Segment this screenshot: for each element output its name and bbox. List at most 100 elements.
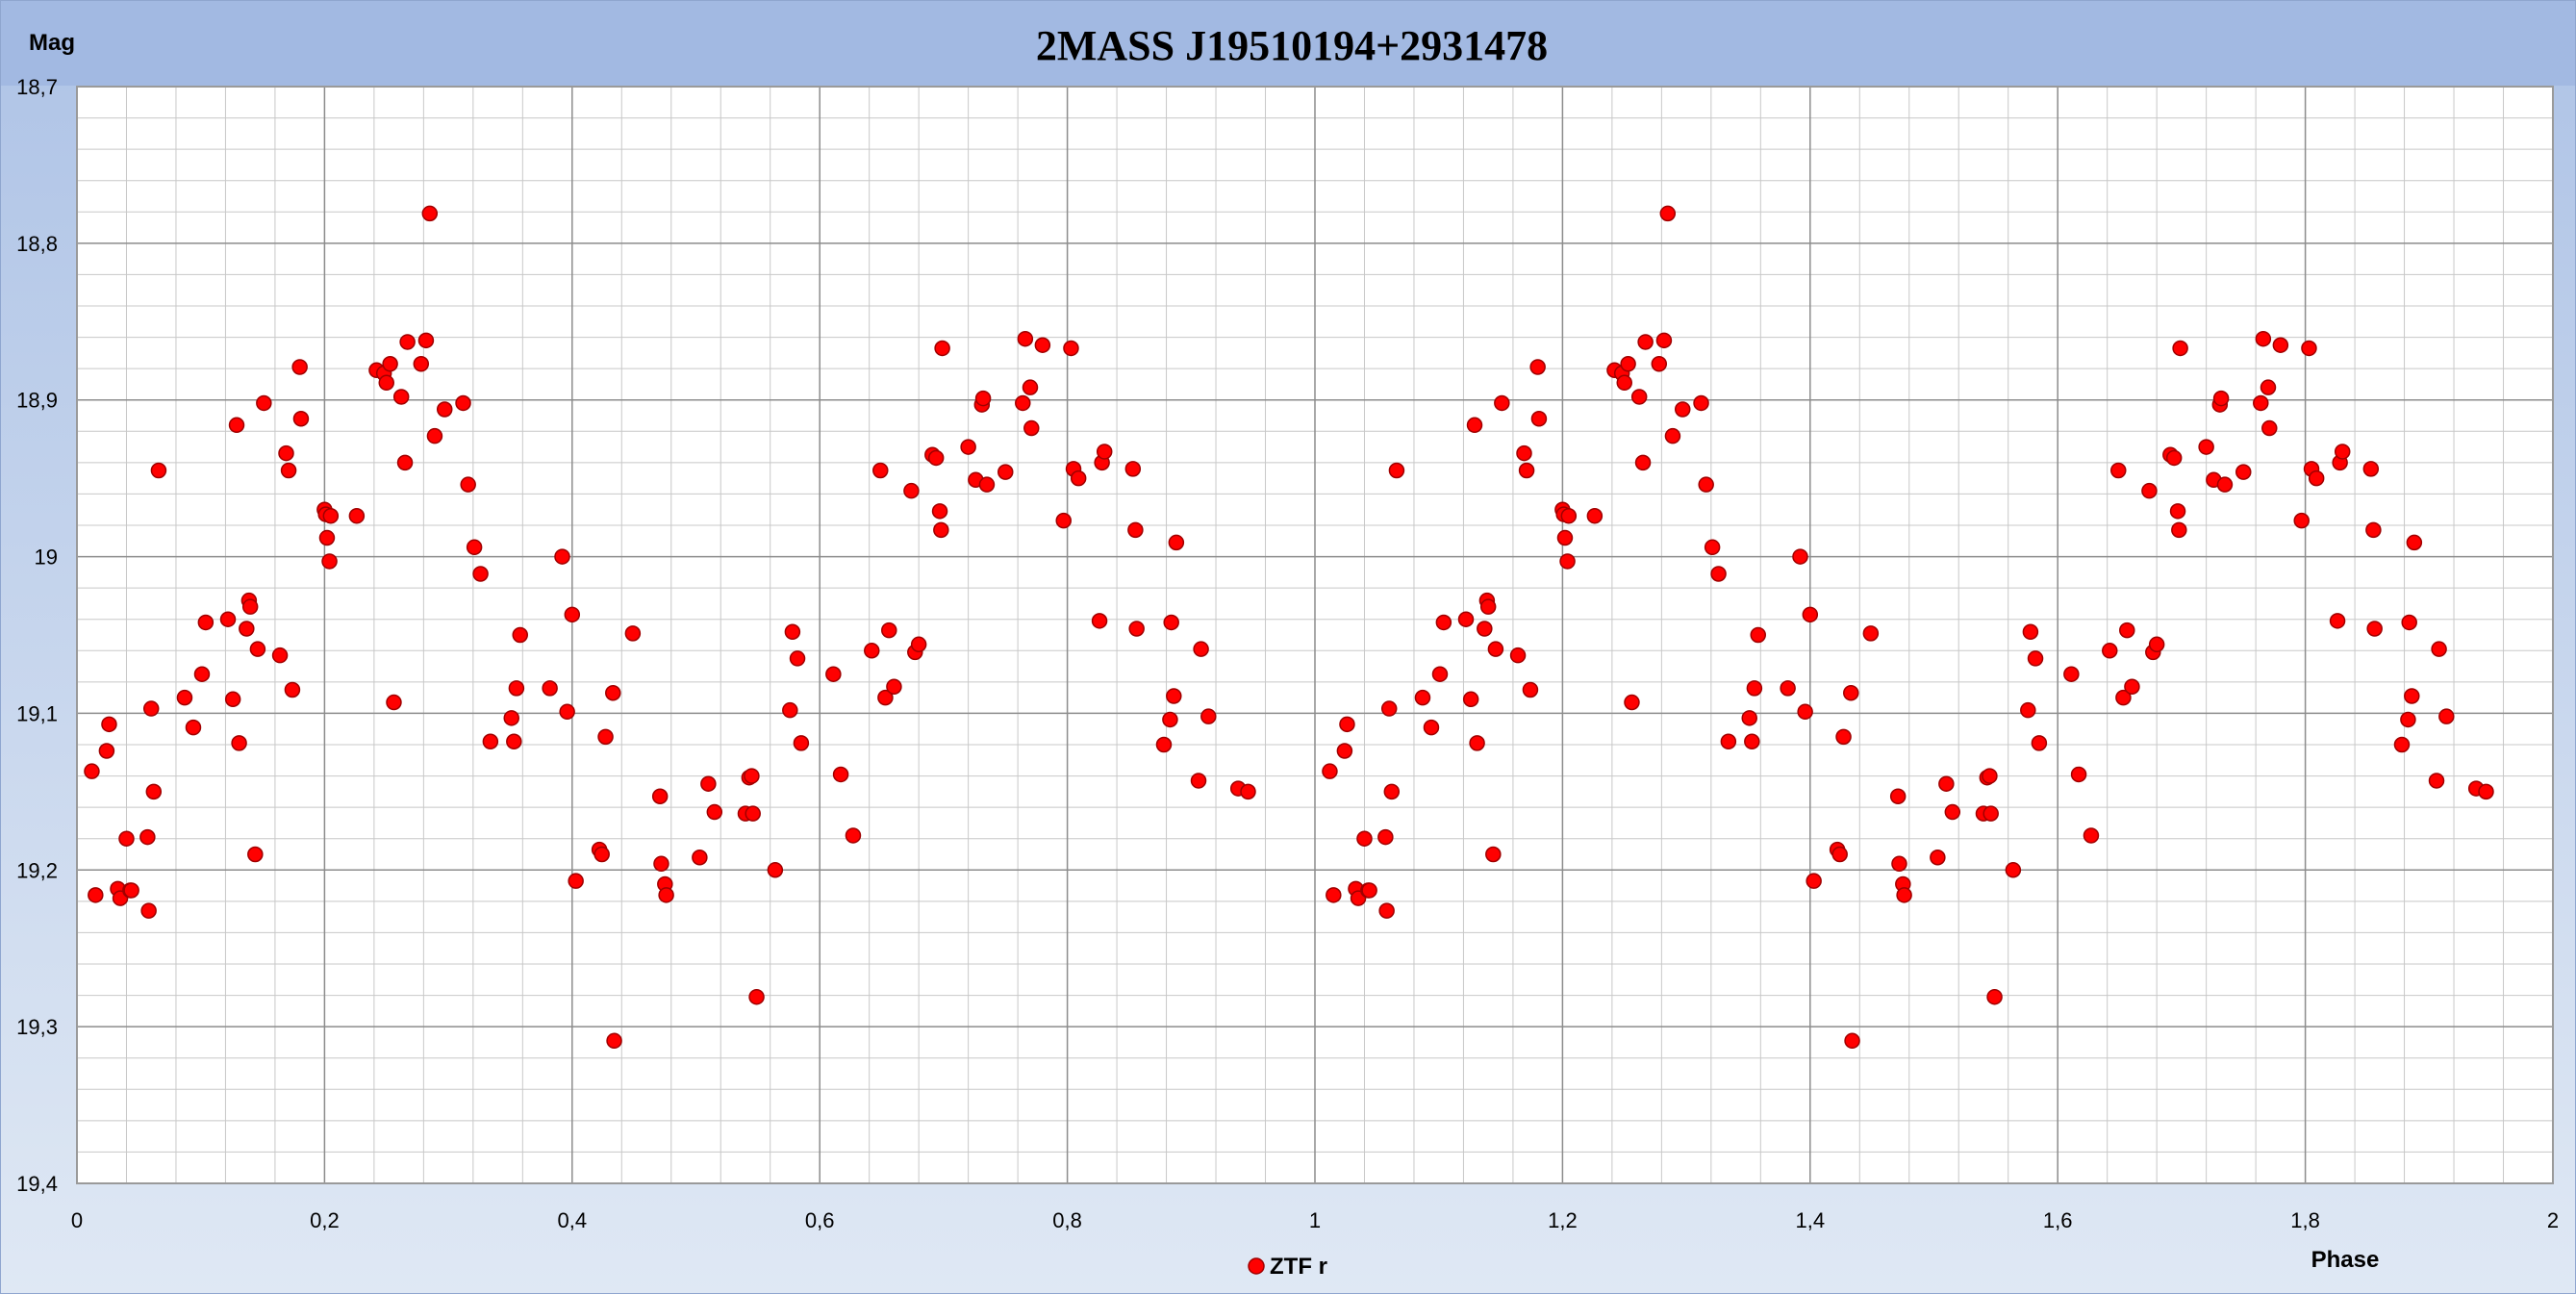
data-point bbox=[1155, 736, 1173, 753]
data-point bbox=[2212, 390, 2230, 407]
data-point bbox=[1750, 626, 1766, 644]
title-band bbox=[1, 1, 2575, 86]
legend: ZTF r bbox=[1248, 1254, 1327, 1280]
data-point bbox=[2366, 621, 2383, 637]
grid-lines bbox=[76, 86, 2554, 1184]
data-point bbox=[1168, 534, 1185, 551]
data-point bbox=[1944, 803, 1961, 821]
x-tick-label: 2 bbox=[2547, 1208, 2559, 1232]
data-point bbox=[886, 678, 902, 695]
data-point bbox=[1034, 337, 1051, 353]
data-point bbox=[1326, 887, 1342, 903]
data-point bbox=[1380, 700, 1398, 717]
data-point bbox=[1802, 606, 1819, 623]
chart-title: 2MASS J19510194+2931478 bbox=[1036, 22, 1548, 69]
data-point bbox=[399, 334, 416, 350]
data-point bbox=[2308, 469, 2325, 487]
data-point bbox=[1651, 356, 1668, 372]
data-point bbox=[767, 862, 784, 878]
data-point bbox=[1586, 507, 1604, 524]
data-point bbox=[748, 988, 765, 1005]
data-point bbox=[2365, 521, 2382, 539]
data-point bbox=[2119, 622, 2135, 639]
data-point bbox=[1124, 461, 1142, 477]
data-point bbox=[2115, 689, 2132, 706]
data-point bbox=[1193, 641, 1209, 657]
x-tick-label: 0 bbox=[71, 1208, 83, 1232]
data-point bbox=[960, 439, 976, 455]
data-point bbox=[1487, 641, 1504, 657]
data-point bbox=[239, 621, 255, 637]
data-point bbox=[1166, 688, 1182, 704]
data-point bbox=[1096, 444, 1113, 460]
data-point bbox=[382, 356, 398, 372]
series-ztf-r-points bbox=[84, 205, 2494, 1050]
data-point bbox=[1620, 356, 1636, 372]
data-point bbox=[542, 680, 558, 697]
data-point bbox=[291, 359, 308, 375]
data-point bbox=[1891, 855, 1907, 873]
data-point bbox=[386, 694, 402, 711]
data-point bbox=[974, 390, 992, 407]
data-point bbox=[1659, 205, 1677, 222]
data-point bbox=[2362, 461, 2380, 477]
x-tick-labels: 0 0,2 0,4 0,6 0,8 1 1,2 1,4 1,6 1,8 2 bbox=[71, 1208, 2559, 1232]
data-point bbox=[624, 625, 642, 642]
data-point bbox=[1190, 773, 1207, 789]
data-point bbox=[436, 401, 453, 418]
data-point bbox=[417, 332, 435, 349]
x-tick-label: 1 bbox=[1309, 1208, 1321, 1232]
data-point bbox=[1457, 611, 1475, 627]
data-point bbox=[271, 647, 289, 664]
data-point bbox=[1698, 476, 1714, 493]
data-point bbox=[1477, 621, 1493, 637]
y-axis-label: Mag bbox=[29, 30, 75, 56]
data-point bbox=[1339, 716, 1355, 733]
data-point bbox=[789, 650, 806, 667]
data-point bbox=[1494, 394, 1510, 412]
data-point bbox=[2255, 330, 2272, 347]
y-tick-label: 19,4 bbox=[16, 1172, 58, 1196]
data-point bbox=[2301, 340, 2317, 357]
data-point bbox=[1655, 332, 1673, 349]
data-point bbox=[140, 902, 157, 919]
data-point bbox=[413, 356, 430, 372]
data-point bbox=[2124, 678, 2140, 695]
y-tick-label: 19,2 bbox=[16, 858, 58, 882]
data-point bbox=[2261, 419, 2278, 437]
data-point bbox=[872, 462, 889, 479]
data-point bbox=[864, 643, 880, 659]
data-point bbox=[825, 666, 842, 682]
data-point bbox=[472, 566, 489, 582]
data-point bbox=[1485, 846, 1502, 863]
data-point bbox=[1710, 566, 1727, 582]
y-tick-label: 19,3 bbox=[16, 1015, 58, 1039]
data-point bbox=[2022, 623, 2039, 640]
data-point bbox=[1017, 330, 1034, 347]
data-point bbox=[256, 394, 272, 412]
data-point bbox=[2293, 512, 2310, 529]
data-point bbox=[2428, 773, 2445, 789]
data-point bbox=[1982, 768, 1998, 784]
data-point bbox=[1435, 614, 1452, 631]
data-point bbox=[1831, 846, 1848, 863]
data-point bbox=[1780, 680, 1796, 697]
data-point bbox=[2141, 482, 2158, 499]
data-point bbox=[1462, 691, 1479, 708]
data-point bbox=[1792, 548, 1808, 565]
data-point bbox=[745, 805, 761, 822]
data-point bbox=[692, 850, 708, 866]
data-point bbox=[508, 680, 525, 697]
y-tick-label: 18,8 bbox=[16, 232, 58, 256]
data-point bbox=[1616, 374, 1632, 392]
data-point bbox=[1556, 529, 1574, 546]
data-point bbox=[554, 548, 570, 565]
data-point bbox=[903, 482, 920, 499]
data-point bbox=[2031, 735, 2048, 751]
data-point bbox=[1423, 719, 1440, 736]
data-point bbox=[1063, 340, 1079, 357]
data-point bbox=[139, 828, 156, 846]
data-point bbox=[2110, 462, 2127, 479]
data-point bbox=[1378, 902, 1395, 919]
